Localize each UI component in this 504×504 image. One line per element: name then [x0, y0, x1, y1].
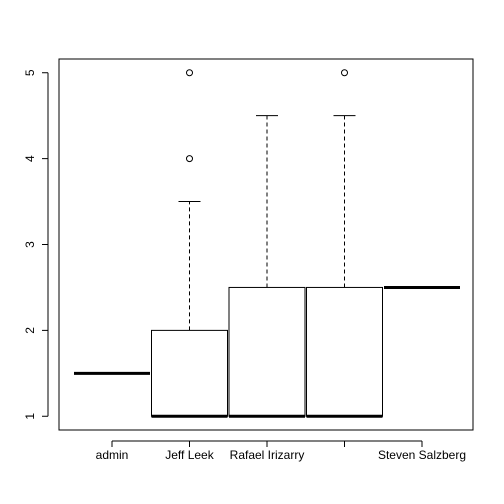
box-group [228, 115, 306, 418]
x-tick-label: Rafael Irizarry [230, 448, 305, 462]
x-tick-label: Jeff Leek [165, 448, 214, 462]
outlier-point [186, 69, 193, 77]
outlier-point [186, 155, 193, 163]
y-tick-label: 1 [23, 413, 37, 420]
box-body [151, 329, 228, 417]
x-tick-label: admin [96, 448, 129, 462]
y-tick-label: 2 [23, 327, 37, 334]
plot-frame [58, 58, 474, 431]
outlier-point [341, 69, 348, 77]
x-tick-label: Steven Salzberg [378, 448, 466, 462]
y-tick-label: 5 [23, 69, 37, 76]
box-group [151, 69, 228, 418]
box-body [228, 286, 306, 417]
box-group [306, 69, 383, 418]
y-tick-label: 4 [23, 155, 37, 162]
y-tick-label: 3 [23, 241, 37, 248]
box-body [306, 286, 383, 417]
